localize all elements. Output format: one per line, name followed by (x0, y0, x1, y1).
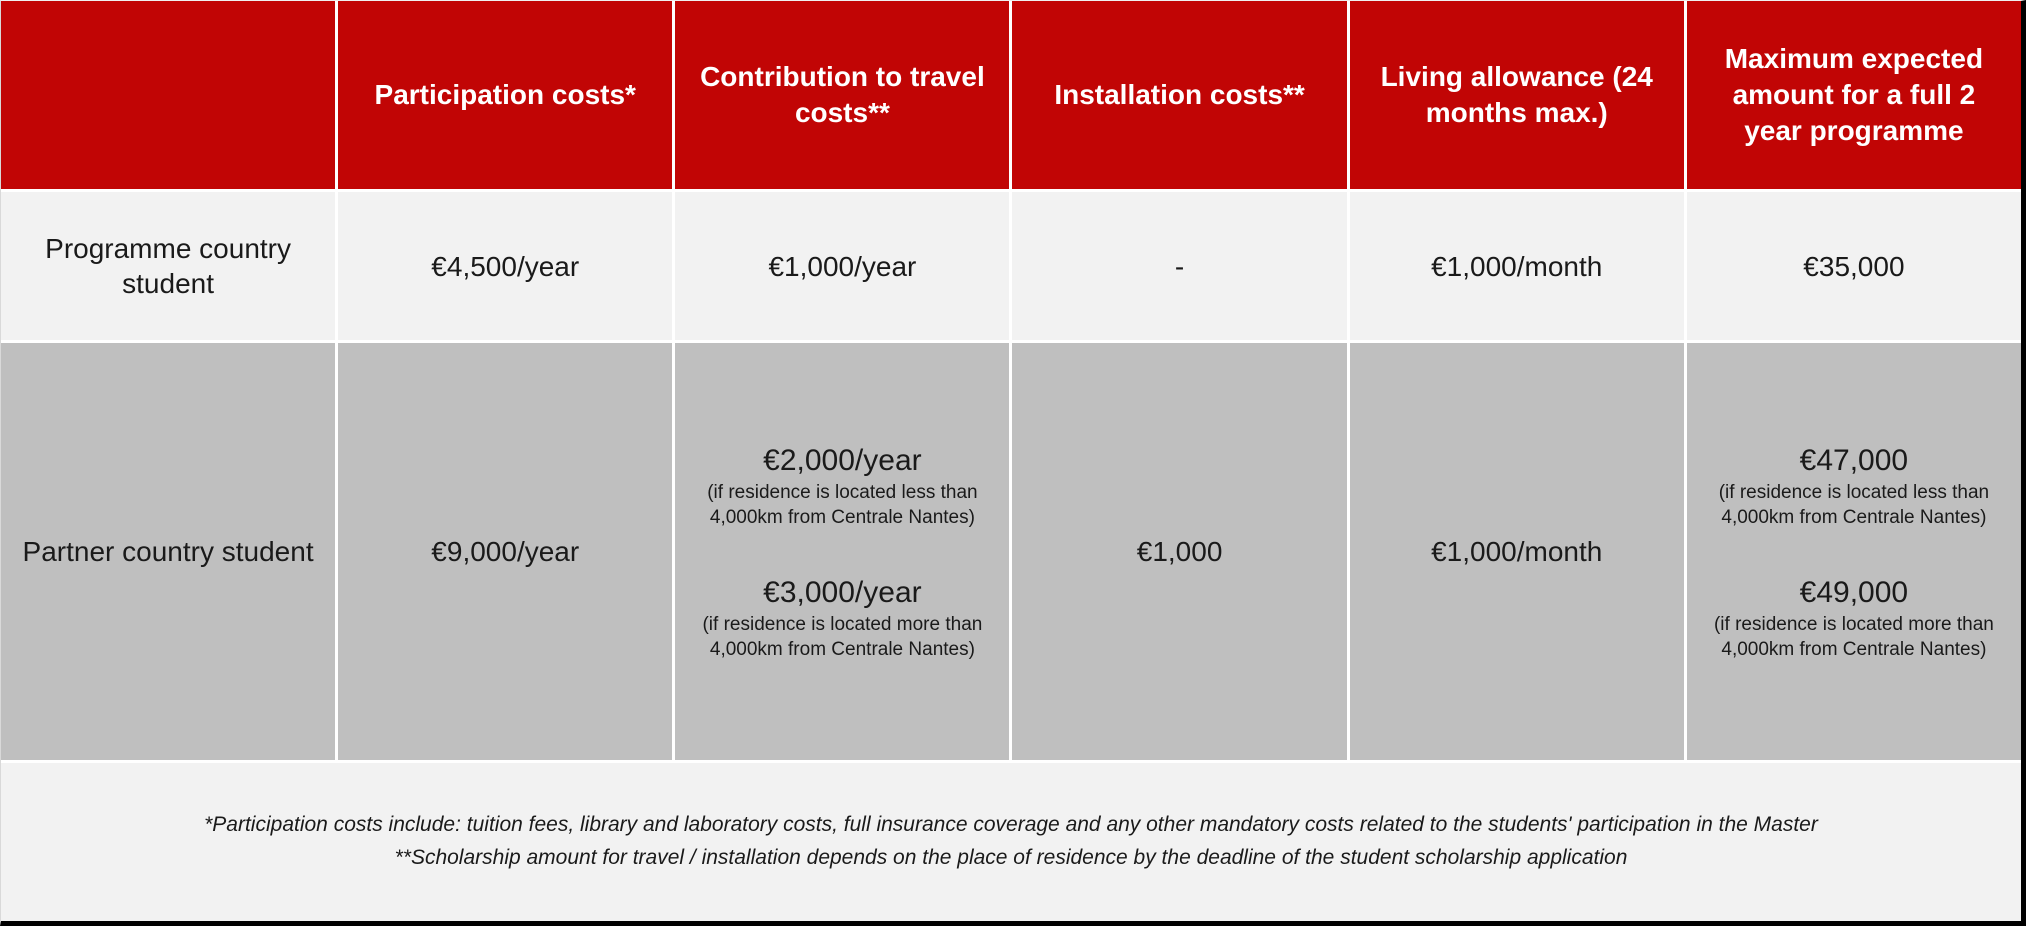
programme-travel-value: €1,000/year (675, 192, 1010, 340)
programme-maximum-value: €35,000 (1686, 192, 2021, 340)
programme-installation-value: - (1012, 192, 1347, 340)
partner-maximum-amount-far: €49,000 (1799, 575, 1909, 609)
partner-maximum-note-far: (if residence is located more than 4,000… (1713, 613, 1994, 660)
row-programme-label: Programme country student (1, 192, 336, 340)
header-participation-costs: Participation costs* (338, 1, 673, 189)
header-maximum-amount: Maximum expected amount for a full 2 yea… (1686, 1, 2021, 189)
header-installation-costs: Installation costs** (1012, 1, 1347, 189)
partner-travel-cell: €2,000/year (if residence is located les… (675, 343, 1010, 760)
partner-maximum-cell: €47,000 (if residence is located less th… (1686, 343, 2021, 760)
partner-travel-note-near: (if residence is located less than 4,000… (707, 482, 978, 529)
partner-installation-value: €1,000 (1012, 343, 1347, 760)
row-partner-label: Partner country student (1, 343, 336, 760)
footnotes: *Participation costs include: tuition fe… (1, 763, 2021, 921)
header-travel-costs: Contribution to travel costs** (675, 1, 1010, 189)
programme-living-value: €1,000/month (1349, 192, 1684, 340)
partner-travel-amount-near: €2,000/year (763, 444, 922, 478)
partner-travel-amount-far: €3,000/year (763, 575, 922, 609)
partner-maximum-note-near: (if residence is located less than 4,000… (1718, 482, 1990, 529)
partner-participation-value: €9,000/year (338, 343, 673, 760)
partner-maximum-amount-near: €47,000 (1799, 444, 1909, 478)
footnote-scholarship: **Scholarship amount for travel / instal… (394, 846, 1628, 869)
footnote-participation: *Participation costs include: tuition fe… (204, 813, 1818, 837)
header-empty-cell (1, 1, 336, 189)
partner-living-value: €1,000/month (1349, 343, 1684, 760)
partner-travel-note-far: (if residence is located more than 4,000… (702, 613, 983, 660)
programme-participation-value: €4,500/year (338, 192, 673, 340)
header-living-allowance: Living allowance (24 months max.) (1349, 1, 1684, 189)
